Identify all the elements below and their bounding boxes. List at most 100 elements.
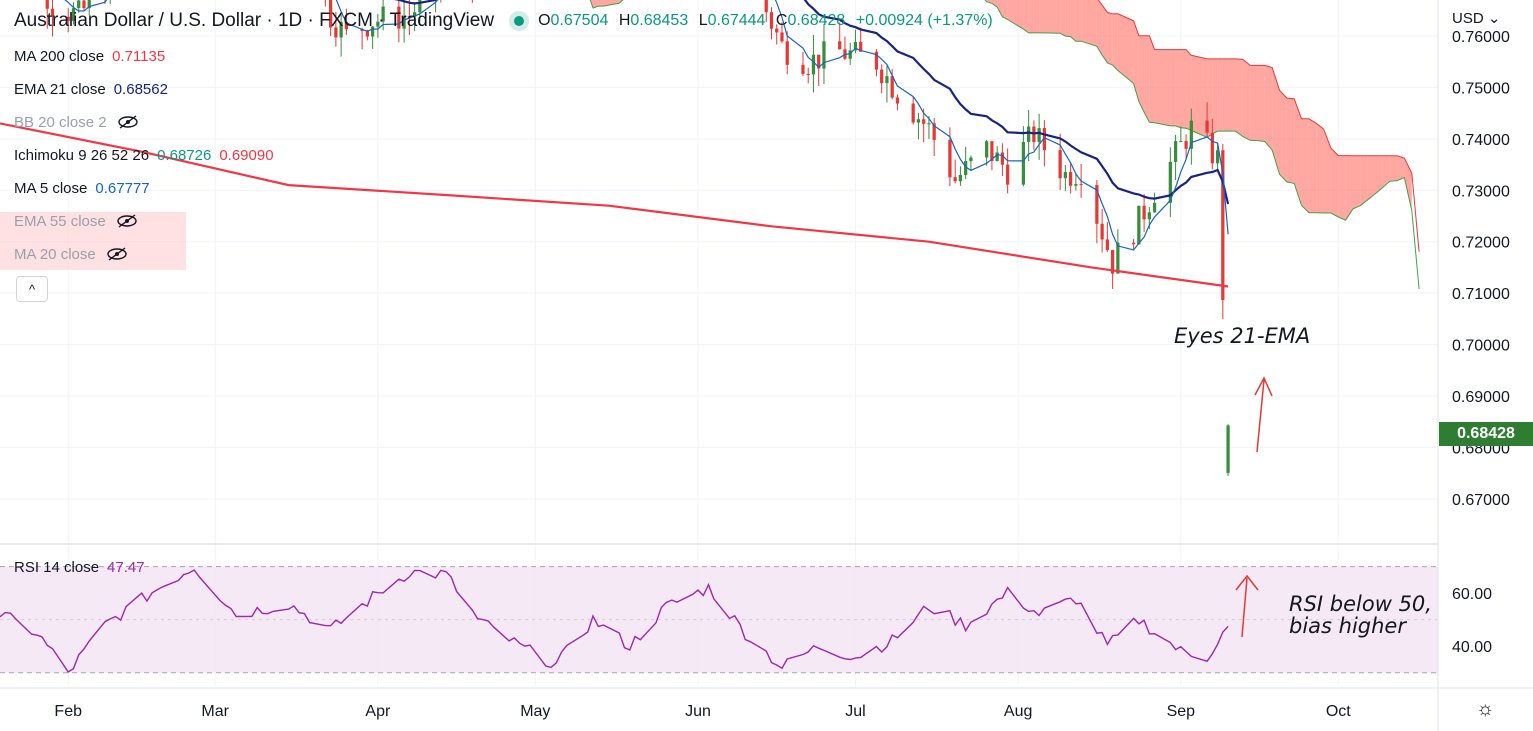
rsi-tick-label: 40.00 — [1452, 639, 1492, 656]
cloud-segment — [1044, 0, 1061, 34]
candle-body — [1131, 242, 1136, 245]
price-tick-label: 0.72000 — [1452, 235, 1510, 252]
cloud-segment — [1272, 67, 1280, 175]
cloud-segment — [1149, 35, 1155, 123]
ma5-line — [64, 0, 1229, 251]
candle-body — [360, 29, 364, 32]
cloud-segment — [603, 0, 620, 7]
cloud-segment — [1081, 0, 1097, 47]
legend-row[interactable]: BB 20 close 2 — [14, 111, 139, 133]
eye-hidden-icon[interactable] — [106, 247, 128, 261]
candle-body — [1179, 141, 1183, 143]
cloud-segment — [1257, 65, 1265, 142]
candle-body — [1105, 239, 1109, 251]
eye-hidden-icon[interactable] — [116, 214, 138, 228]
rsi-legend[interactable]: RSI 14 close 47.47 — [14, 556, 145, 578]
ma200-line — [0, 122, 1229, 288]
annotation-arrow-shaft — [1241, 577, 1248, 638]
annotation-arrows — [1235, 376, 1273, 638]
candle-body — [1147, 212, 1151, 220]
market-status-icon — [514, 16, 525, 26]
legend-value: 0.68562 — [113, 80, 168, 98]
legend-label: EMA 55 close — [14, 212, 106, 230]
cloud-segment — [1107, 12, 1113, 66]
legend-row[interactable]: EMA 55 close — [14, 210, 138, 232]
legend-row[interactable]: Ichimoku 9 26 52 26 0.68726 0.69090 — [14, 144, 274, 166]
candle-body — [932, 123, 936, 140]
annotation-arrow-head — [1254, 376, 1273, 397]
candle-body — [811, 54, 816, 75]
senkou-span-a-line — [189, 0, 1419, 289]
candle-body — [1021, 141, 1026, 185]
candle-body — [775, 28, 779, 33]
time-tick-label: Oct — [1326, 703, 1351, 720]
cloud-segment — [1175, 49, 1181, 128]
senkou-span-b-line — [1097, 0, 1420, 252]
cloud-segment — [1301, 118, 1309, 213]
candle-body — [339, 21, 343, 38]
candle-body — [822, 41, 826, 69]
cloud-segment — [1338, 155, 1346, 221]
cloud-segment — [1212, 58, 1218, 134]
cloud-segment — [1002, 0, 1008, 20]
rsi-tick-label: 60.00 — [1452, 586, 1492, 603]
candle-body — [365, 31, 369, 37]
legend-label: EMA 21 close — [14, 80, 106, 98]
collapse-legend-button[interactable]: ^ — [16, 276, 48, 302]
time-tick-label: Feb — [54, 703, 82, 720]
cloud-segment — [1360, 155, 1368, 206]
candle-body — [87, 0, 91, 9]
candle-body — [77, 0, 81, 9]
time-tick-label: Mar — [201, 703, 229, 720]
cloud-segment — [1039, 0, 1045, 33]
candle-body — [1110, 250, 1115, 274]
settings-gear-icon[interactable]: ☼ — [1476, 698, 1495, 720]
cloud-segment — [1345, 155, 1353, 221]
legend-shade — [0, 212, 186, 270]
candle-body — [407, 16, 411, 18]
cloud-segment — [1389, 155, 1398, 182]
cloud-segment — [593, 0, 599, 8]
candle-body — [397, 6, 401, 29]
cloud-segment — [1316, 123, 1324, 213]
ema21-line — [393, 0, 1230, 205]
legend-value: 0.69090 — [219, 146, 274, 164]
candle-body — [1226, 425, 1230, 473]
legend-row[interactable]: MA 20 close — [14, 243, 128, 265]
cloud-segment — [1070, 0, 1076, 42]
price-tick-label: 0.71000 — [1452, 286, 1510, 303]
candle-body — [66, 16, 70, 21]
candle-body — [817, 54, 821, 69]
cloud-segment — [984, 0, 987, 2]
candle-body — [785, 41, 789, 65]
candle-body — [922, 119, 926, 124]
price-tick-label: 0.74000 — [1452, 132, 1510, 149]
cloud-segment — [1235, 58, 1243, 137]
price-tick-label: 0.76000 — [1452, 29, 1510, 46]
candle-body — [376, 21, 380, 27]
annotation-arrow-head — [1235, 574, 1259, 591]
cloud-segment — [1033, 0, 1040, 33]
candle-body — [885, 76, 889, 84]
candle-body — [71, 8, 76, 21]
price-tick-label: 0.69000 — [1452, 389, 1510, 406]
candle-body — [344, 21, 349, 30]
candle-body — [801, 64, 805, 74]
candle-body — [948, 139, 952, 178]
ohlc-readout: O0.67504 H0.68453 L0.67444 C0.68428 +0.0… — [538, 12, 993, 30]
eye-hidden-icon[interactable] — [117, 115, 139, 129]
cloud-segment — [1023, 0, 1029, 33]
legend-row[interactable]: MA 5 close 0.67777 — [14, 177, 150, 199]
legend-row[interactable]: EMA 21 close 0.68562 — [14, 78, 168, 100]
last-price-label: 0.68428 — [1439, 422, 1533, 446]
cloud-segment — [1382, 155, 1390, 188]
currency-selector[interactable]: USD ⌄ — [1452, 10, 1501, 27]
candle-body — [1205, 120, 1209, 133]
cloud-segment — [1222, 58, 1229, 132]
legend-label: MA 200 close — [14, 47, 105, 65]
cloud-segment — [1286, 98, 1295, 184]
legend-row[interactable]: MA 200 close 0.71135 — [14, 45, 165, 67]
cloud-segment — [1279, 90, 1287, 182]
price-tick-label: 0.70000 — [1452, 338, 1510, 355]
